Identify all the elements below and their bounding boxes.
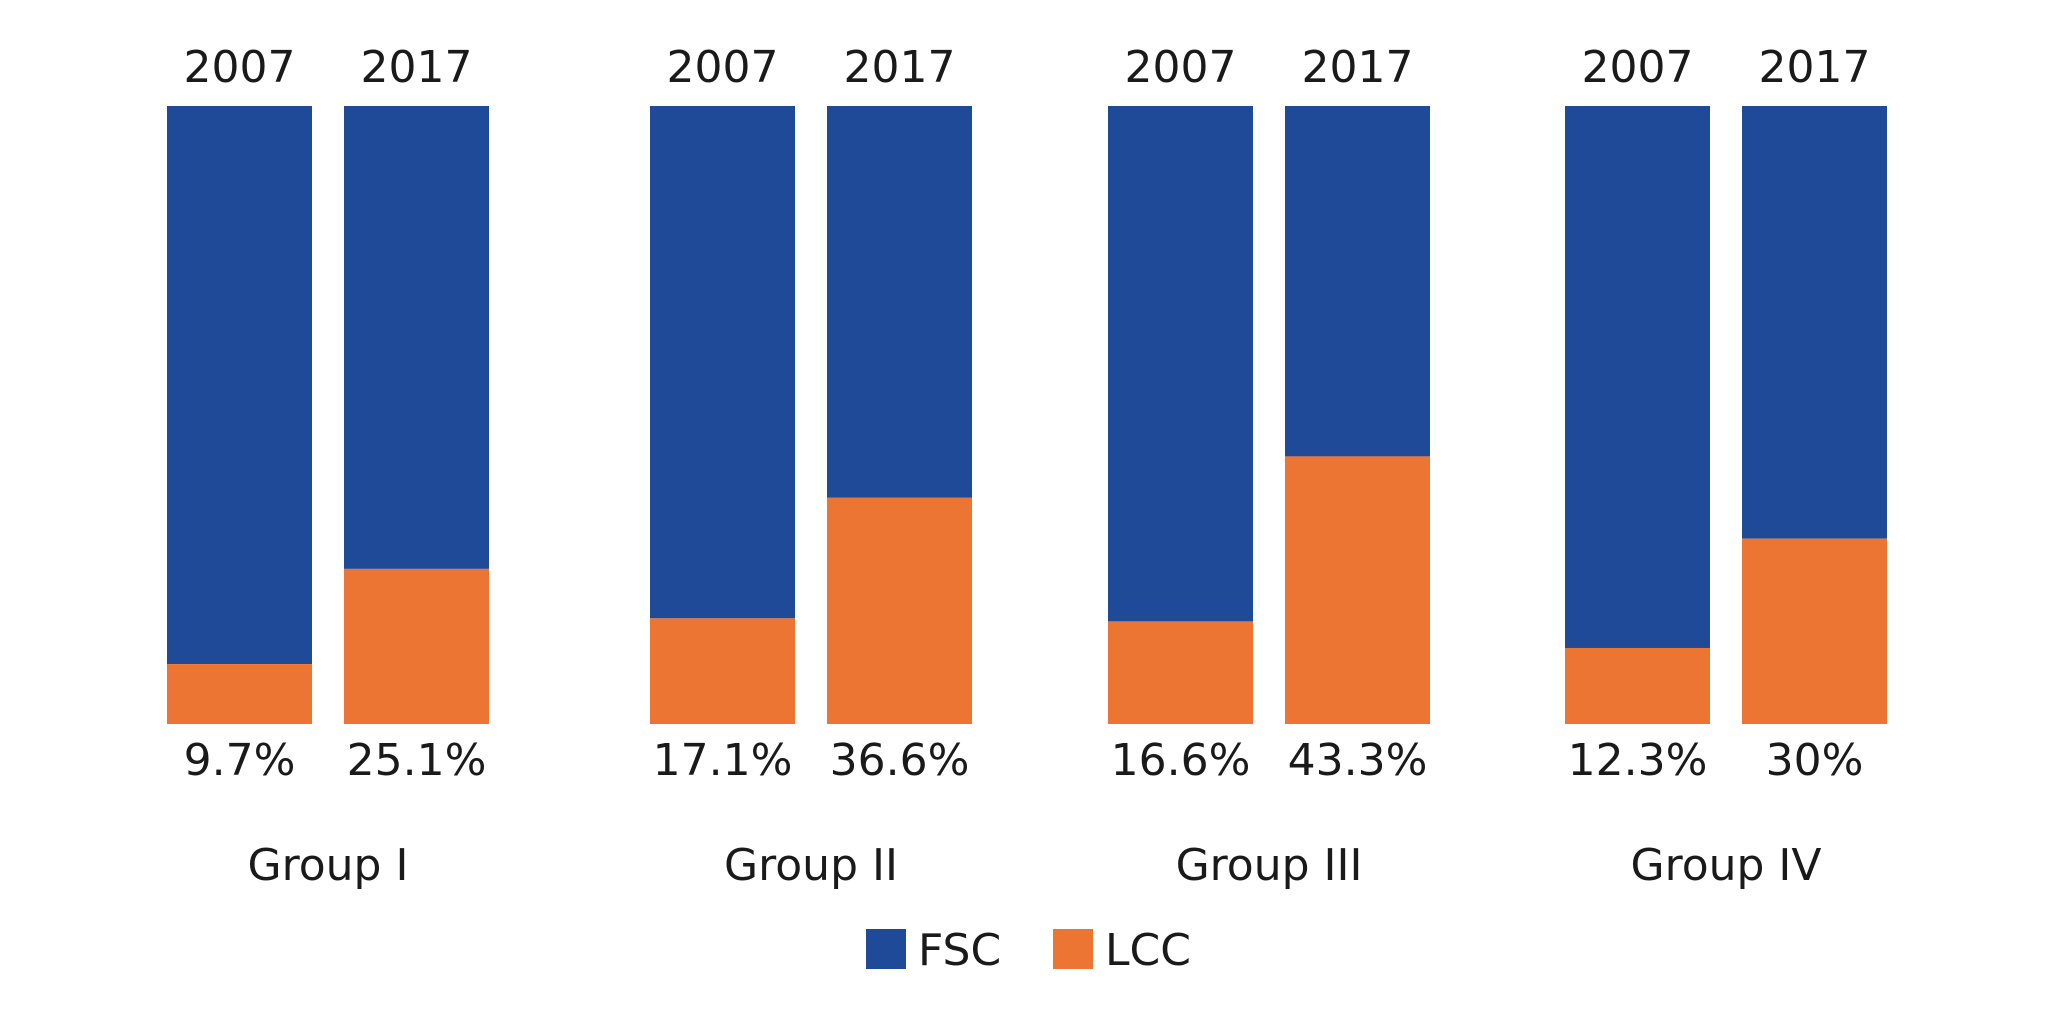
legend-label-lcc: LCC [1105,925,1191,976]
legend: FSC LCC [866,925,1191,976]
bar-lcc-group-iv-2017 [1742,538,1887,724]
year-label-group-ii-2007: 2007 [667,42,779,93]
legend-swatch-fsc [866,929,906,969]
bar-lcc-group-ii-2007 [650,618,795,724]
bar-fsc-group-i-2017 [344,106,489,569]
bar-fsc-group-i-2007 [167,106,312,665]
data-label-group-iv-2017: 30% [1766,735,1864,786]
data-label-group-i-2017: 25.1% [347,735,487,786]
bars-layer [167,106,1887,724]
group-label-group-iv: Group IV [1630,840,1821,891]
data-label-group-iii-2017: 43.3% [1288,735,1428,786]
bar-fsc-group-iv-2017 [1742,106,1887,539]
bar-fsc-group-ii-2017 [827,106,972,498]
data-label-group-ii-2007: 17.1% [653,735,793,786]
group-label-group-ii: Group II [724,840,898,891]
bar-fsc-group-iii-2017 [1285,106,1430,457]
year-label-group-iii-2007: 2007 [1125,42,1237,93]
data-label-group-ii-2017: 36.6% [830,735,970,786]
data-label-group-iii-2007: 16.6% [1111,735,1251,786]
bar-fsc-group-iv-2007 [1565,106,1710,648]
bar-fsc-group-ii-2007 [650,106,795,619]
data-label-group-i-2007: 9.7% [184,735,296,786]
bar-lcc-group-i-2017 [344,568,489,724]
group-label-group-i: Group I [248,840,409,891]
bar-fsc-group-iii-2007 [1108,106,1253,622]
bar-lcc-group-iii-2017 [1285,456,1430,724]
year-label-group-iv-2007: 2007 [1582,42,1694,93]
legend-swatch-lcc [1053,929,1093,969]
bar-lcc-group-iv-2007 [1565,647,1710,724]
year-label-group-i-2017: 2017 [361,42,473,93]
group-label-group-iii: Group III [1176,840,1363,891]
year-label-group-iv-2017: 2017 [1759,42,1871,93]
bar-lcc-group-i-2007 [167,664,312,724]
year-label-group-ii-2017: 2017 [844,42,956,93]
data-label-group-iv-2007: 12.3% [1568,735,1708,786]
labels-layer: 2007 9.7% 2017 25.1% Group I 2007 17.1% 2017 36.… [184,42,1871,891]
year-label-group-iii-2017: 2017 [1302,42,1414,93]
bar-lcc-group-ii-2017 [827,497,972,724]
year-label-group-i-2007: 2007 [184,42,296,93]
bar-lcc-group-iii-2007 [1108,621,1253,724]
legend-label-fsc: FSC [918,925,1001,976]
